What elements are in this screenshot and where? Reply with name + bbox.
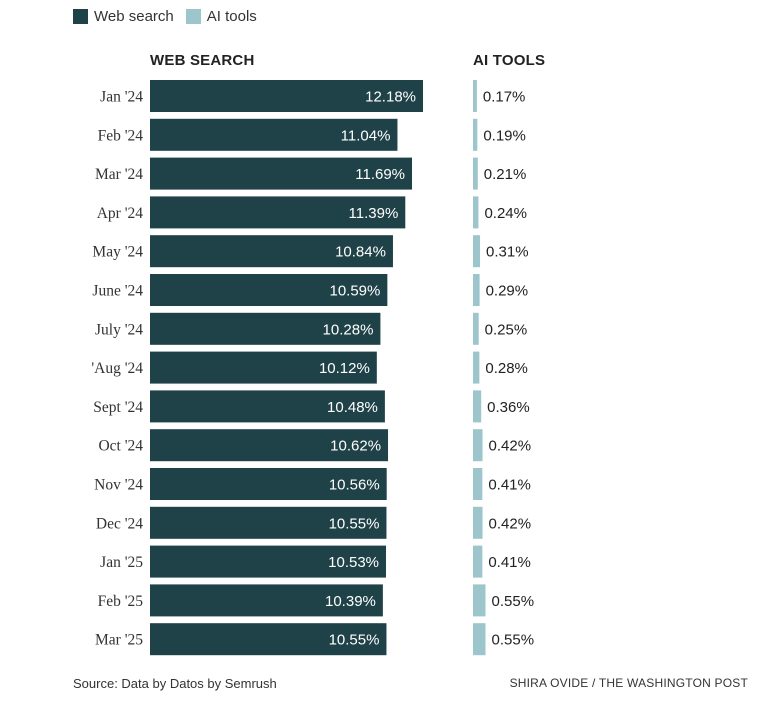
web-search-bar-7 <box>150 351 377 384</box>
web-search-value-label-11: 10.55% <box>329 515 380 532</box>
category-label: 'Aug '24 <box>91 360 143 377</box>
ai-tools-value-label-0: 0.17% <box>483 89 526 106</box>
ai-tools-value-label-14: 0.55% <box>492 632 535 649</box>
ai-tools-value-label-13: 0.55% <box>492 593 535 610</box>
ai-tools-value-label-3: 0.24% <box>484 205 527 222</box>
category-label: Feb '24 <box>98 127 144 144</box>
ai-tools-value-label-8: 0.36% <box>487 399 530 416</box>
web-search-bar-9 <box>150 429 389 462</box>
ai-tools-value-label-2: 0.21% <box>484 166 527 183</box>
web-search-value-label-14: 10.55% <box>329 632 380 649</box>
ai-tools-value-label-10: 0.41% <box>488 477 531 494</box>
legend-item-ai-tools: AI tools <box>185 7 257 25</box>
legend-item-web-search: Web search <box>73 8 174 25</box>
web-search-bar-3 <box>150 196 406 229</box>
web-search-bar-6 <box>150 312 381 345</box>
ai-tools-value-label-1: 0.19% <box>483 127 526 144</box>
ai-tools-bar-10 <box>473 468 483 500</box>
ai-tools-bar-0 <box>473 80 477 112</box>
ai-tools-bar-5 <box>473 274 480 306</box>
web-search-value-label-9: 10.62% <box>330 438 381 455</box>
ai-tools-bar-14 <box>473 623 486 656</box>
ai-tools-bar-11 <box>473 506 483 539</box>
legend-label-ai-tools: AI tools <box>206 7 257 25</box>
ai-tools-value-label-11: 0.42% <box>489 515 532 532</box>
category-label: May '24 <box>92 244 143 261</box>
credit-line: SHIRA OVIDE / THE WASHINGTON POST <box>509 676 748 690</box>
web-search-value-label-6: 10.28% <box>323 321 374 338</box>
web-search-value-label-5: 10.59% <box>329 283 380 300</box>
category-label: Oct '24 <box>98 438 143 455</box>
category-label: July '24 <box>95 321 143 338</box>
category-label: Sept '24 <box>93 399 143 416</box>
web-search-bar-12 <box>150 545 387 578</box>
category-label: Jan '25 <box>100 554 143 571</box>
web-search-bar-0 <box>150 80 423 112</box>
web-search-value-label-10: 10.56% <box>329 477 380 494</box>
web-search-bar-1 <box>150 118 398 151</box>
ai-tools-value-label-7: 0.28% <box>485 360 528 377</box>
ai-tools-bar-4 <box>473 235 481 268</box>
category-label: Feb '25 <box>98 593 144 610</box>
web-search-bar-14 <box>150 623 387 656</box>
web-search-bar-11 <box>150 506 387 539</box>
ai-tools-panel-title: AI TOOLS <box>473 52 546 69</box>
ai-tools-value-label-12: 0.41% <box>488 554 531 571</box>
ai-tools-value-label-4: 0.31% <box>486 244 529 261</box>
web-search-value-label-13: 10.39% <box>325 593 376 610</box>
web-search-value-label-2: 11.69% <box>355 166 405 183</box>
legend-label-web-search: Web search <box>94 7 174 25</box>
ai-tools-bar-1 <box>473 118 478 151</box>
web-search-value-label-8: 10.48% <box>327 399 378 416</box>
ai-tools-bar-13 <box>473 584 486 617</box>
web-search-bar-2 <box>150 157 413 190</box>
web-search-bar-10 <box>150 468 387 500</box>
category-label: June '24 <box>92 283 143 300</box>
ai-tools-bar-6 <box>473 312 479 345</box>
category-label: Apr '24 <box>97 205 144 222</box>
web-search-value-label-12: 10.53% <box>328 554 379 571</box>
source-note: Source: Data by Datos by Semrush <box>73 676 277 691</box>
category-label: Nov '24 <box>94 477 143 494</box>
web-search-panel-title: WEB SEARCH <box>150 52 255 69</box>
legend: Web search AI tools <box>73 6 269 26</box>
category-label: Mar '24 <box>95 166 143 183</box>
category-label: Dec '24 <box>96 515 143 532</box>
web-search-value-label-4: 10.84% <box>335 244 386 261</box>
category-label: Jan '24 <box>100 89 143 106</box>
legend-swatch-ai-tools <box>185 8 201 24</box>
web-search-bar-8 <box>150 390 385 423</box>
ai-tools-bar-8 <box>473 390 482 423</box>
ai-tools-value-label-5: 0.29% <box>486 283 529 300</box>
ai-tools-bar-9 <box>473 429 483 462</box>
ai-tools-bar-2 <box>473 157 478 190</box>
web-search-value-label-0: 12.18% <box>365 89 416 106</box>
ai-tools-bar-12 <box>473 545 483 578</box>
web-search-bar-5 <box>150 274 388 306</box>
ai-tools-value-label-6: 0.25% <box>485 321 528 338</box>
web-search-value-label-1: 11.04% <box>341 127 391 144</box>
ai-tools-bar-7 <box>473 351 480 384</box>
web-search-value-label-7: 10.12% <box>319 360 370 377</box>
ai-tools-bar-3 <box>473 196 479 229</box>
category-label: Mar '25 <box>95 632 143 649</box>
legend-swatch-web-search <box>73 8 88 24</box>
web-search-bar-13 <box>150 584 383 617</box>
web-search-value-label-3: 11.39% <box>349 205 399 222</box>
ai-tools-value-label-9: 0.42% <box>489 438 532 455</box>
web-search-bar-4 <box>150 235 393 268</box>
